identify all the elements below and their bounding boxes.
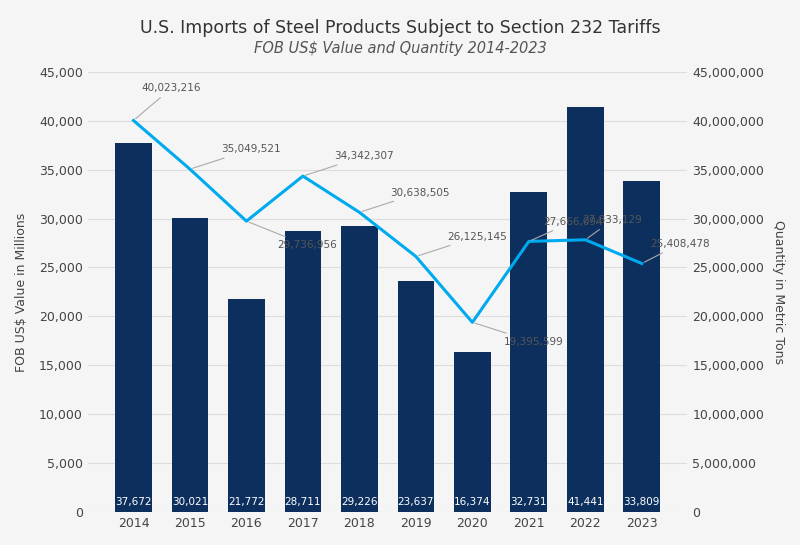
Text: 27,666,094: 27,666,094 bbox=[531, 217, 602, 240]
Text: 16,374: 16,374 bbox=[454, 497, 490, 507]
Text: 35,049,521: 35,049,521 bbox=[193, 144, 281, 168]
Text: FOB US$ Value and Quantity 2014-2023: FOB US$ Value and Quantity 2014-2023 bbox=[254, 41, 546, 56]
Bar bbox=[454, 352, 490, 512]
Bar bbox=[285, 231, 322, 512]
Bar bbox=[228, 299, 265, 512]
Text: U.S. Imports of Steel Products Subject to Section 232 Tariffs: U.S. Imports of Steel Products Subject t… bbox=[140, 19, 660, 37]
Bar bbox=[341, 226, 378, 512]
Bar bbox=[567, 107, 604, 512]
Text: 40,023,216: 40,023,216 bbox=[135, 83, 202, 119]
Bar bbox=[398, 281, 434, 512]
Text: 26,125,145: 26,125,145 bbox=[418, 232, 506, 256]
Text: 19,395,599: 19,395,599 bbox=[475, 323, 563, 347]
Text: 21,772: 21,772 bbox=[228, 497, 265, 507]
Bar bbox=[623, 181, 660, 512]
Text: 25,408,478: 25,408,478 bbox=[644, 239, 710, 262]
Text: 33,809: 33,809 bbox=[624, 497, 660, 507]
Text: 27,833,129: 27,833,129 bbox=[582, 215, 642, 238]
Y-axis label: Quantity in Metric Tons: Quantity in Metric Tons bbox=[772, 220, 785, 364]
Text: 30,021: 30,021 bbox=[172, 497, 208, 507]
Text: 41,441: 41,441 bbox=[567, 497, 603, 507]
Bar bbox=[171, 219, 208, 512]
Bar bbox=[510, 192, 547, 512]
Text: 30,638,505: 30,638,505 bbox=[362, 187, 450, 211]
Text: 23,637: 23,637 bbox=[398, 497, 434, 507]
Text: 29,226: 29,226 bbox=[341, 497, 378, 507]
Text: 29,736,956: 29,736,956 bbox=[249, 222, 338, 251]
Text: 28,711: 28,711 bbox=[285, 497, 321, 507]
Text: 37,672: 37,672 bbox=[115, 497, 152, 507]
Y-axis label: FOB US$ Value in Millions: FOB US$ Value in Millions bbox=[15, 213, 28, 372]
Text: 34,342,307: 34,342,307 bbox=[306, 152, 394, 175]
Text: 32,731: 32,731 bbox=[510, 497, 547, 507]
Bar bbox=[115, 143, 152, 512]
